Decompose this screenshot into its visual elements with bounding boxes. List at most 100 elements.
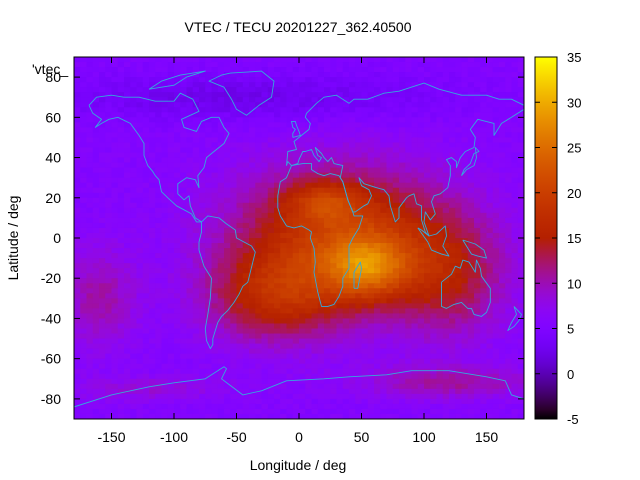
heatmap-cell — [242, 313, 250, 320]
heatmap-cell — [355, 172, 363, 179]
heatmap-cell — [174, 112, 181, 118]
heatmap-cell — [161, 243, 169, 249]
heatmap-cell — [217, 67, 225, 73]
heatmap-cell — [380, 318, 388, 325]
heatmap-cell — [292, 197, 300, 204]
heatmap-cell — [449, 353, 456, 360]
heatmap-cell — [311, 323, 319, 330]
heatmap-cell — [417, 343, 425, 350]
heatmap-cell — [149, 92, 156, 98]
heatmap-cell — [349, 157, 356, 164]
heatmap-cell — [317, 102, 325, 108]
heatmap-cell — [105, 132, 113, 139]
heatmap-cell — [436, 147, 444, 154]
heatmap-cell — [155, 318, 163, 325]
heatmap-cell — [317, 62, 325, 68]
heatmap-cell — [74, 192, 81, 199]
heatmap-cell — [486, 393, 494, 400]
heatmap-cell — [261, 328, 269, 335]
heatmap-cell — [330, 283, 338, 289]
heatmap-cell — [455, 368, 463, 375]
heatmap-cell — [480, 192, 488, 199]
heatmap-cell — [267, 398, 275, 405]
heatmap-cell — [505, 353, 513, 360]
heatmap-cell — [267, 127, 275, 134]
heatmap-cell — [186, 117, 194, 123]
heatmap-cell — [299, 127, 306, 134]
heatmap-cell — [392, 152, 400, 159]
heatmap-cell — [142, 273, 150, 279]
heatmap-cell — [174, 238, 181, 244]
heatmap-cell — [230, 318, 238, 325]
heatmap-cell — [142, 167, 150, 174]
heatmap-cell — [411, 363, 419, 370]
heatmap-cell — [117, 172, 125, 179]
heatmap-cell — [292, 373, 300, 380]
heatmap-cell — [380, 303, 388, 309]
heatmap-cell — [111, 248, 119, 254]
heatmap-cell — [424, 348, 431, 355]
heatmap-cell — [474, 288, 481, 294]
heatmap-cell — [392, 202, 400, 209]
heatmap-cell — [461, 77, 469, 83]
heatmap-cell — [155, 192, 163, 199]
heatmap-cell — [286, 132, 294, 139]
heatmap-cell — [449, 67, 456, 73]
heatmap-cell — [511, 162, 519, 169]
heatmap-cell — [230, 293, 238, 299]
heatmap-cell — [399, 368, 406, 375]
heatmap-cell — [74, 293, 81, 299]
heatmap-cell — [230, 338, 238, 345]
heatmap-cell — [242, 182, 250, 189]
heatmap-cell — [249, 303, 256, 309]
heatmap-cell — [367, 72, 375, 78]
heatmap-cell — [149, 232, 156, 239]
heatmap-cell — [74, 152, 81, 159]
heatmap-cell — [461, 283, 469, 289]
heatmap-cell — [424, 67, 431, 73]
heatmap-cell — [405, 333, 413, 340]
heatmap-cell — [380, 102, 388, 108]
heatmap-cell — [392, 383, 400, 390]
heatmap-cell — [149, 293, 156, 299]
heatmap-cell — [374, 273, 381, 279]
heatmap-cell — [492, 238, 500, 244]
heatmap-cell — [99, 278, 106, 284]
heatmap-cell — [492, 268, 500, 274]
heatmap-cell — [492, 368, 500, 375]
heatmap-cell — [261, 333, 269, 340]
heatmap-cell — [474, 338, 481, 345]
heatmap-cell — [211, 378, 219, 385]
heatmap-cell — [324, 112, 331, 118]
heatmap-cell — [192, 67, 200, 73]
heatmap-cell — [230, 308, 238, 315]
heatmap-cell — [292, 353, 300, 360]
heatmap-cell — [192, 107, 200, 113]
heatmap-cell — [80, 338, 88, 345]
heatmap-cell — [99, 338, 106, 345]
heatmap-cell — [242, 378, 250, 385]
heatmap-cell — [299, 258, 306, 264]
heatmap-cell — [405, 82, 413, 88]
heatmap-cell — [486, 102, 494, 108]
heatmap-cell — [242, 67, 250, 73]
heatmap-cell — [505, 358, 513, 365]
heatmap-cell — [405, 243, 413, 249]
heatmap-cell — [242, 157, 250, 164]
heatmap-cell — [342, 343, 350, 350]
heatmap-cell — [249, 67, 256, 73]
heatmap-cell — [105, 268, 113, 274]
heatmap-cell — [99, 167, 106, 174]
heatmap-cell — [211, 393, 219, 400]
heatmap-cell — [74, 313, 81, 320]
heatmap-cell — [336, 142, 344, 149]
heatmap-cell — [499, 363, 506, 370]
heatmap-cell — [361, 243, 369, 249]
heatmap-cell — [380, 328, 388, 335]
heatmap-cell — [399, 147, 406, 154]
heatmap-cell — [292, 378, 300, 385]
heatmap-cell — [205, 368, 213, 375]
heatmap-cell — [505, 152, 513, 159]
heatmap-cell — [324, 137, 331, 144]
heatmap-cell — [205, 268, 213, 274]
